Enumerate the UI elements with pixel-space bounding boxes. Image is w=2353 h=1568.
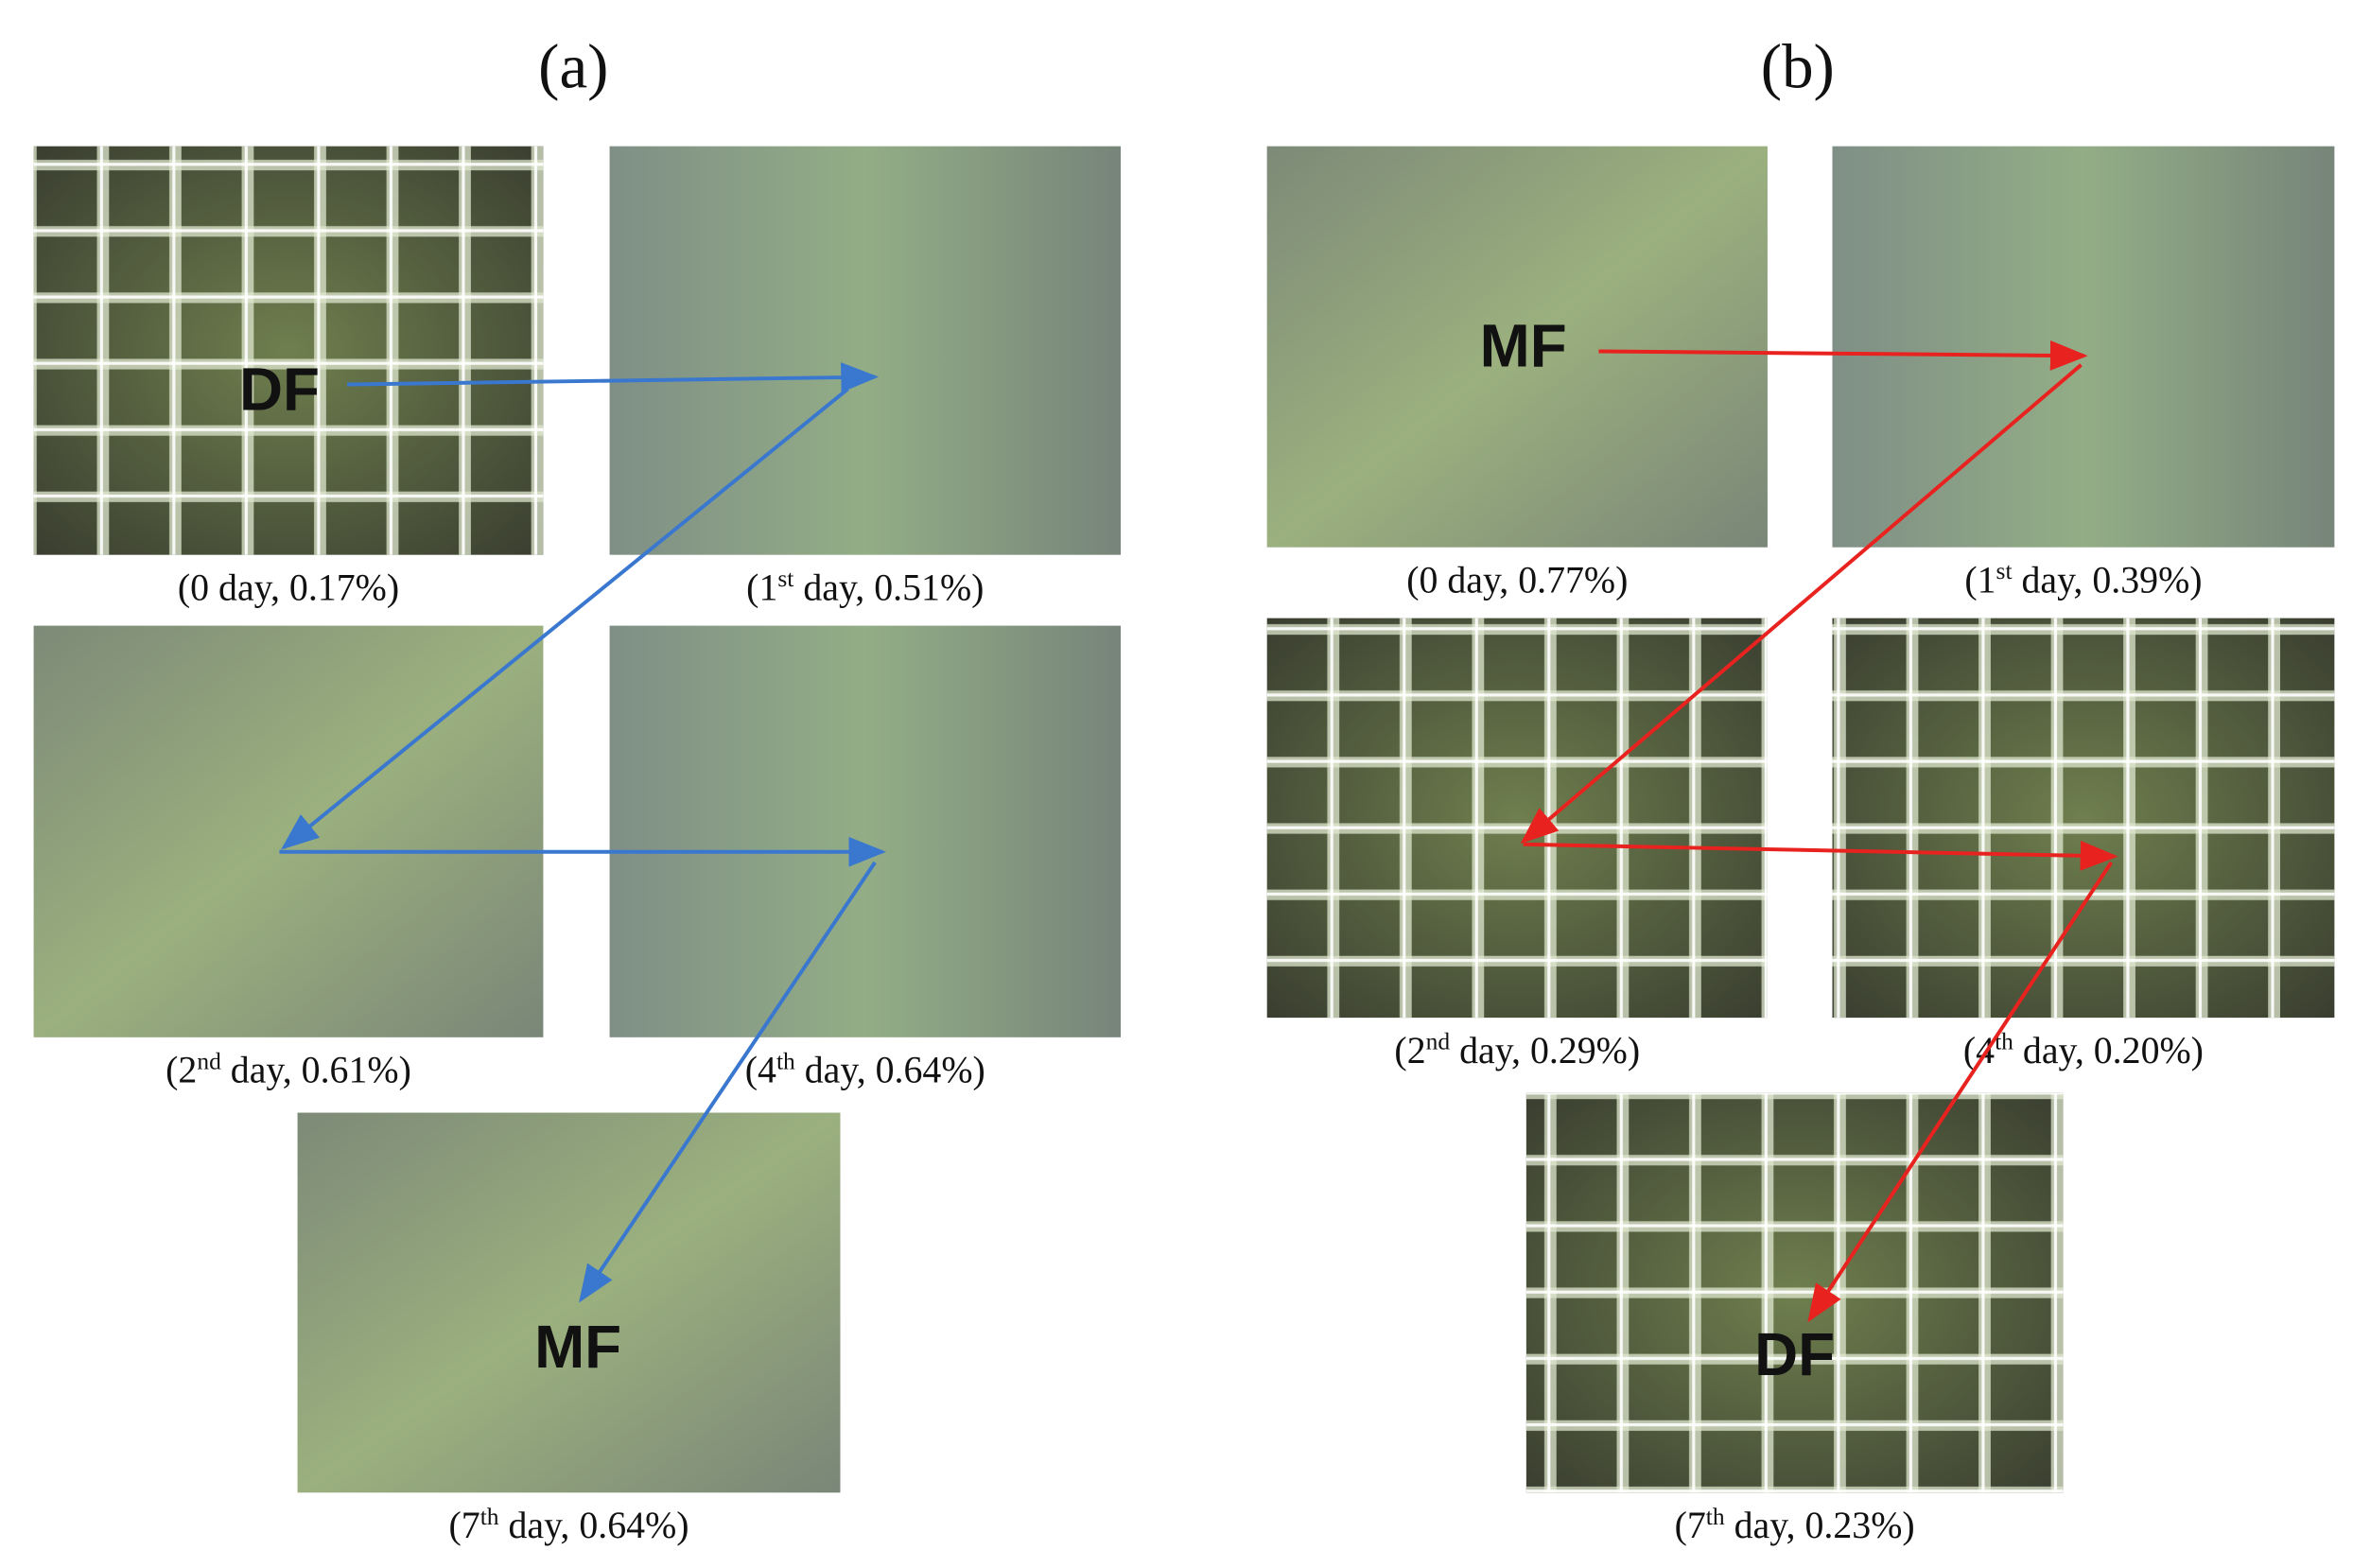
arrow	[1520, 363, 2083, 845]
caption: (4th day, 0.20%)	[1963, 1028, 2204, 1071]
start-tag: DF	[239, 356, 320, 424]
photo-bg	[297, 1112, 841, 1493]
start-tag: MF	[1480, 311, 1567, 379]
mesh-texture	[1525, 1092, 2064, 1493]
photo	[33, 146, 544, 555]
mesh-texture	[1832, 618, 2335, 1019]
caption-sup: nd	[1426, 1028, 1451, 1055]
caption-text: day, 0.61%)	[221, 1049, 411, 1091]
caption-text: day, 0.23%)	[1725, 1504, 1915, 1546]
caption: (1st day, 0.51%)	[746, 565, 984, 608]
caption-text: day, 0.29%)	[1450, 1029, 1640, 1071]
caption-text: (2	[1394, 1029, 1425, 1071]
arrow	[1523, 840, 2118, 871]
caption: (1st day, 0.39%)	[1964, 557, 2202, 601]
caption: (0 day, 0.17%)	[178, 566, 399, 609]
caption-sup: th	[1706, 1503, 1725, 1530]
caption-text: (0 day, 0.17%)	[178, 566, 399, 609]
panel-label: (b)	[1761, 31, 1835, 101]
caption-sup: th	[776, 1047, 795, 1074]
caption: (2nd day, 0.61%)	[166, 1047, 411, 1090]
caption-text: day, 0.39%)	[2013, 559, 2203, 601]
photo	[297, 1112, 841, 1493]
photo	[33, 625, 544, 1037]
mesh-texture	[33, 146, 544, 555]
photo-bg	[609, 625, 1122, 1037]
caption-text: (7	[448, 1504, 479, 1546]
photo	[1266, 146, 1768, 548]
mesh-texture	[1266, 618, 1768, 1019]
photo	[609, 625, 1122, 1037]
photo	[1266, 618, 1768, 1019]
caption-text: (1	[746, 566, 777, 609]
caption-text: day, 0.64%)	[795, 1049, 985, 1091]
caption-sup: nd	[197, 1047, 221, 1074]
caption: (0 day, 0.77%)	[1406, 559, 1628, 601]
labels: (a) (b) DF MF MF DF	[239, 31, 1835, 1387]
caption-text: (4	[745, 1049, 776, 1091]
caption-sup: st	[777, 565, 793, 592]
caption-text: (7	[1675, 1504, 1706, 1546]
end-tag: DF	[1754, 1320, 1835, 1388]
panel-label: (a)	[538, 31, 608, 101]
arrow	[281, 387, 849, 850]
images: (0 day, 0.17%) (1st day, 0.51%)(2nd day, …	[33, 146, 2335, 1546]
arrow	[1598, 340, 2088, 371]
photo-bg	[1266, 146, 1768, 548]
photo	[609, 146, 1122, 555]
photo-bg	[1832, 146, 2335, 548]
caption-text: (1	[1964, 559, 1996, 601]
caption-text: day, 0.51%)	[793, 566, 984, 609]
photo	[1832, 618, 2335, 1019]
caption: (2nd day, 0.29%)	[1394, 1028, 1640, 1071]
arrow	[579, 861, 877, 1303]
caption-sup: th	[480, 1503, 499, 1530]
caption-text: (0 day, 0.77%)	[1406, 559, 1628, 601]
caption-sup: st	[1996, 557, 2013, 584]
photo-bg	[33, 625, 544, 1037]
end-tag: MF	[534, 1313, 621, 1381]
caption-text: (2	[166, 1049, 197, 1091]
caption: (7th day, 0.23%)	[1675, 1503, 1915, 1546]
photo-bg	[609, 146, 1122, 555]
photo	[1832, 146, 2335, 548]
arrows	[279, 340, 2118, 1323]
caption-text: day, 0.20%)	[2013, 1029, 2204, 1071]
arrow	[1807, 861, 2114, 1323]
caption: (4th day, 0.64%)	[745, 1047, 985, 1090]
arrow	[347, 362, 880, 393]
caption: (7th day, 0.64%)	[448, 1503, 688, 1546]
caption-text: day, 0.64%)	[499, 1504, 689, 1546]
photo	[1525, 1092, 2064, 1493]
